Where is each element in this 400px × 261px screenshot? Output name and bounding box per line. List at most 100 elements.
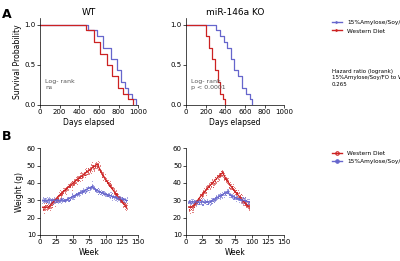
Point	[104, 192, 110, 196]
Point	[91, 167, 97, 171]
Point	[235, 197, 241, 201]
Point	[199, 203, 205, 207]
Point	[211, 198, 217, 202]
Point	[120, 196, 126, 200]
Point	[55, 199, 61, 203]
Point	[63, 197, 69, 201]
Point	[216, 175, 222, 179]
Point	[217, 195, 224, 199]
Point	[60, 198, 67, 202]
Point	[222, 192, 228, 196]
Point	[203, 199, 210, 203]
Point	[221, 176, 227, 180]
Point	[44, 199, 51, 203]
Point	[58, 190, 64, 194]
Point	[203, 186, 210, 190]
Point	[101, 175, 107, 179]
Point	[237, 195, 243, 199]
Point	[237, 197, 243, 201]
Point	[82, 191, 88, 195]
Point	[243, 199, 250, 204]
Point	[115, 196, 122, 200]
Point	[216, 194, 222, 198]
Point	[109, 196, 116, 200]
Point	[200, 202, 206, 206]
Point	[76, 190, 83, 194]
Point	[232, 189, 238, 193]
Point	[221, 173, 227, 177]
Point	[189, 203, 195, 207]
Point	[244, 197, 251, 201]
Point	[104, 180, 111, 184]
Point	[94, 161, 101, 165]
Point	[189, 201, 196, 205]
Point	[54, 197, 60, 201]
Point	[84, 168, 90, 173]
Point	[102, 191, 109, 195]
Point	[242, 195, 248, 199]
Point	[100, 174, 106, 178]
Point	[118, 198, 125, 202]
Point	[202, 199, 209, 204]
Point	[193, 199, 200, 204]
Point	[208, 201, 214, 206]
Point	[78, 191, 84, 195]
Point	[92, 188, 98, 192]
Point	[202, 201, 208, 205]
Point	[122, 203, 128, 207]
Point	[82, 189, 89, 193]
Point	[112, 189, 119, 193]
Point	[74, 177, 81, 181]
Point	[51, 200, 58, 204]
Point	[214, 175, 220, 179]
Point	[48, 199, 54, 203]
Point	[243, 205, 250, 210]
Point	[42, 201, 49, 205]
Point	[225, 187, 231, 192]
Point	[80, 190, 86, 194]
Point	[234, 196, 240, 200]
Point	[106, 183, 113, 187]
Point	[191, 202, 197, 206]
Point	[239, 199, 245, 203]
Point	[222, 176, 229, 180]
Point	[240, 197, 246, 201]
Point	[117, 199, 123, 203]
Point	[95, 192, 101, 197]
Point	[109, 188, 116, 192]
Point	[244, 203, 250, 207]
Point	[94, 187, 100, 191]
Point	[54, 200, 60, 204]
Point	[119, 195, 126, 199]
Point	[230, 196, 237, 200]
Point	[92, 187, 98, 192]
Point	[41, 199, 48, 204]
Point	[186, 204, 192, 208]
Point	[92, 189, 98, 193]
Point	[208, 201, 214, 205]
Point	[75, 176, 82, 180]
Point	[188, 200, 194, 205]
Point	[112, 192, 118, 196]
Point	[109, 194, 116, 198]
Point	[84, 186, 90, 190]
Point	[90, 164, 96, 168]
Point	[208, 180, 214, 184]
Point	[239, 197, 245, 201]
Point	[241, 198, 247, 202]
Point	[54, 197, 60, 201]
Point	[90, 184, 96, 188]
Point	[84, 187, 90, 191]
Point	[226, 185, 232, 189]
Point	[46, 205, 52, 210]
Point	[114, 195, 121, 199]
Point	[237, 197, 243, 201]
Point	[105, 181, 112, 185]
Point	[216, 197, 223, 201]
Point	[118, 197, 124, 201]
Point	[111, 191, 117, 195]
Point	[229, 187, 235, 191]
Point	[53, 198, 59, 202]
Point	[98, 173, 105, 177]
Point	[48, 202, 54, 206]
